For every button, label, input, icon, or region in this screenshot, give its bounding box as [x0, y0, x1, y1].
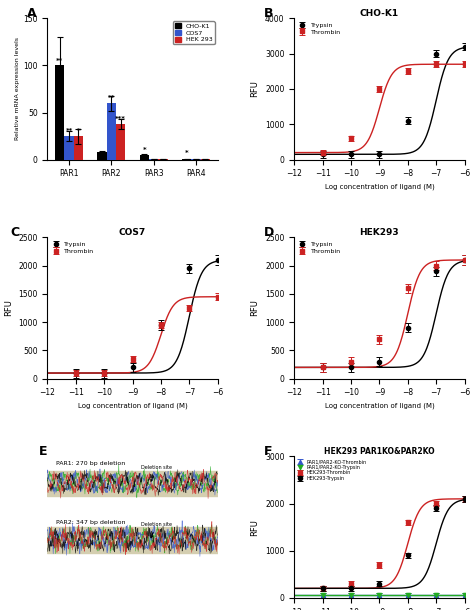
Text: F: F — [264, 445, 272, 458]
Title: COS7: COS7 — [119, 228, 146, 237]
Legend: Trypsin, Thrombin: Trypsin, Thrombin — [297, 240, 343, 255]
Text: PAR2: 347 bp deletion: PAR2: 347 bp deletion — [56, 520, 126, 525]
Text: B: B — [264, 7, 273, 20]
Text: PAR1: 270 bp deletion: PAR1: 270 bp deletion — [56, 461, 125, 465]
Bar — [182, 159, 191, 160]
Legend: Trypsin, Thrombin: Trypsin, Thrombin — [51, 240, 96, 255]
Text: ***: *** — [115, 116, 126, 122]
Y-axis label: RFU: RFU — [250, 518, 259, 536]
Legend: Trypsin, Thrombin: Trypsin, Thrombin — [297, 21, 343, 36]
Title: HEK293 PAR1KO&PAR2KO: HEK293 PAR1KO&PAR2KO — [324, 447, 435, 456]
Y-axis label: RFU: RFU — [250, 81, 259, 98]
Bar — [55, 65, 64, 160]
Text: Deletion site: Deletion site — [141, 522, 172, 538]
Title: CHO-K1: CHO-K1 — [360, 9, 399, 18]
Text: *: * — [77, 128, 80, 134]
Bar — [47, 470, 218, 496]
X-axis label: Log concentration of ligand (M): Log concentration of ligand (M) — [325, 403, 434, 409]
X-axis label: Log concentration of ligand (M): Log concentration of ligand (M) — [78, 403, 187, 409]
Bar — [98, 152, 107, 160]
Bar — [47, 527, 218, 553]
Text: **: ** — [65, 128, 73, 134]
Bar — [64, 136, 74, 160]
Bar — [74, 136, 83, 160]
Legend: PAR1/PAR2-KO-Thrombin, PAR1/PAR2-KO-Trypsin, HEK293-Thrombin, HEK293-Trypsin: PAR1/PAR2-KO-Thrombin, PAR1/PAR2-KO-Tryp… — [297, 459, 367, 481]
Bar — [107, 103, 116, 160]
Y-axis label: RFU: RFU — [251, 300, 260, 317]
Bar — [116, 124, 125, 160]
Title: HEK293: HEK293 — [360, 228, 399, 237]
Y-axis label: RFU: RFU — [4, 300, 13, 317]
Text: Deletion site: Deletion site — [141, 465, 172, 481]
Text: *: * — [143, 146, 146, 152]
Text: **: ** — [56, 57, 64, 63]
Legend: CHO-K1, COS7, HEK 293: CHO-K1, COS7, HEK 293 — [173, 21, 215, 45]
Text: A: A — [27, 7, 36, 20]
Text: *: * — [185, 150, 189, 156]
Text: D: D — [264, 226, 274, 239]
Y-axis label: Relative mRNA expression levels: Relative mRNA expression levels — [15, 37, 20, 140]
Bar — [140, 155, 149, 160]
Text: **: ** — [108, 95, 115, 101]
Text: E: E — [39, 445, 47, 458]
X-axis label: Log concentration of ligand (M): Log concentration of ligand (M) — [325, 184, 434, 190]
Text: C: C — [10, 226, 19, 239]
